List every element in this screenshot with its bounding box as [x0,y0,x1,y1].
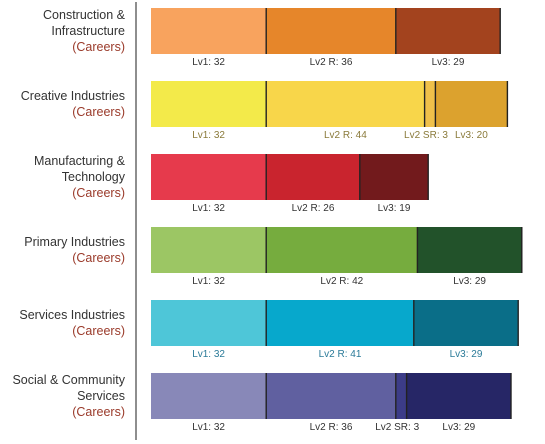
segment-label: Lv1: 32 [192,57,225,68]
segment-label: Lv1: 32 [192,349,225,360]
segment-label: Lv2 R: 36 [310,57,353,68]
bar-segment-lv1 [151,8,267,54]
bar-segment-lv2-r [266,8,396,54]
segment-label: Lv3: 20 [455,130,488,141]
segment-label: Lv3: 29 [453,276,486,287]
segment-label: Lv2 R: 26 [292,203,335,214]
bar-segment-lv2-r [266,154,360,200]
careers-label: (Careers) [72,324,125,338]
segment-label: Lv3: 29 [432,57,465,68]
segment-label: Lv2 R: 42 [320,276,363,287]
bar-segment-lv1 [151,154,267,200]
careers-label: (Careers) [72,251,125,265]
category-label-line: Services [77,389,125,403]
bar-segment-lv3 [413,300,519,346]
bar-segment-lv1 [151,300,267,346]
segment-label: Lv1: 32 [192,130,225,141]
category-label-line: Construction & [43,8,126,22]
category-row-creative-industries: Creative Industries (Careers) Lv1: 32 Lv2 R… [21,81,509,141]
bar-segment-lv3 [435,81,508,127]
segment-label: Lv3: 29 [442,422,475,433]
chart-rows: Construction & Infrastructure (Careers) Lv1… [12,8,523,433]
bar-segment-lv2-r [266,81,425,127]
category-row-social-community-services: Social & Community Services (Careers) Lv1: … [12,373,512,433]
careers-label: (Careers) [72,40,125,54]
careers-label: (Careers) [72,405,125,419]
category-label-line: Technology [62,170,126,184]
category-label-line: Services Industries [19,308,125,322]
segment-label: Lv1: 32 [192,276,225,287]
segment-label: Lv1: 32 [192,422,225,433]
bar-segment-lv2-r [266,227,418,273]
category-label-line: Creative Industries [21,89,125,103]
segment-label: Lv2 R: 36 [310,422,353,433]
category-label-line: Manufacturing & [34,154,126,168]
careers-label: (Careers) [72,186,125,200]
bar-segment-lv1 [151,81,267,127]
bar-segment-lv2-sr [424,81,436,127]
category-label-line: Primary Industries [24,235,125,249]
segment-label: Lv2 SR: 3 [375,422,419,433]
segment-label: Lv2 SR: 3 [404,130,448,141]
bar-segment-lv1 [151,227,267,273]
careers-label: (Careers) [72,105,125,119]
category-row-primary-industries: Primary Industries (Careers) Lv1: 32 Lv2 R:… [24,227,523,287]
segment-label: Lv2 R: 41 [319,349,362,360]
category-row-manufacturing-technology: Manufacturing & Technology (Careers) Lv1: 3… [34,154,429,214]
segment-label: Lv3: 19 [378,203,411,214]
bar-segment-lv2-r [266,300,414,346]
segment-label: Lv3: 29 [450,349,483,360]
bar-segment-lv2-sr [395,373,407,419]
bar-segment-lv3 [417,227,522,273]
category-row-services-industries: Services Industries (Careers) Lv1: 32 Lv2 R… [19,300,519,360]
segment-label: Lv2 R: 44 [324,130,367,141]
bar-segment-lv2-r [266,373,396,419]
bar-segment-lv3 [406,373,511,419]
bar-segment-lv1 [151,373,267,419]
bar-segment-lv3 [359,154,429,200]
category-row-construction-infrastructure: Construction & Infrastructure (Careers) Lv1… [43,8,501,68]
segment-label: Lv1: 32 [192,203,225,214]
category-label-line: Social & Community [12,373,125,387]
category-label-line: Infrastructure [51,24,125,38]
bar-segment-lv3 [395,8,501,54]
